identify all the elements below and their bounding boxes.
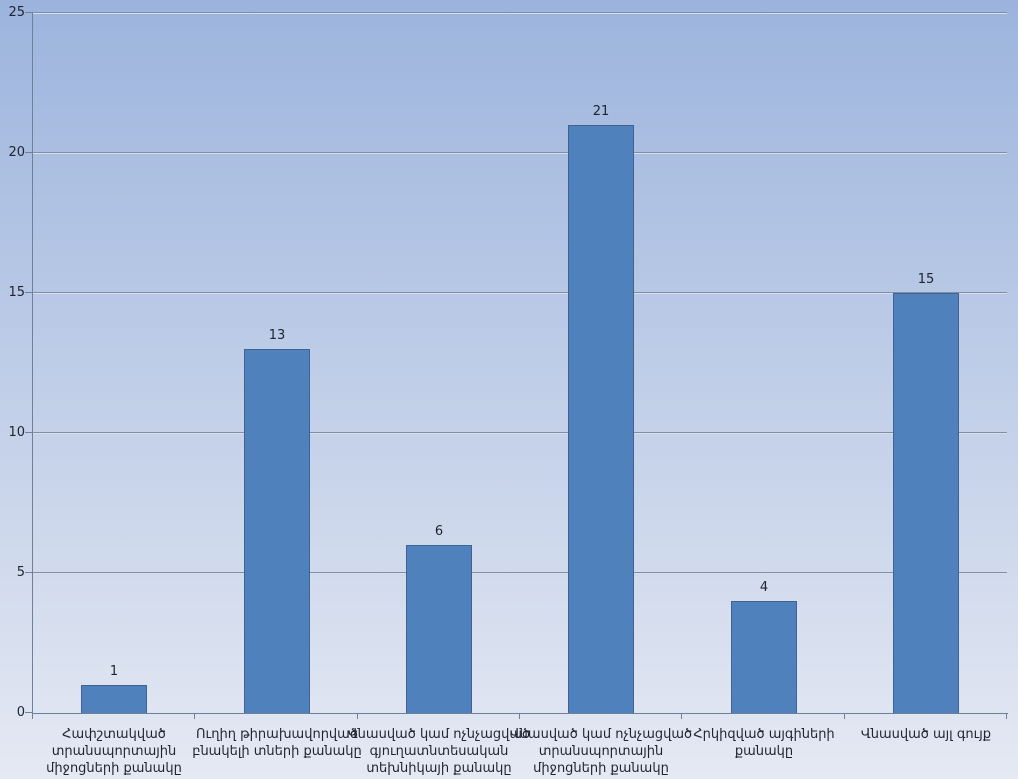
gridline [33, 292, 1007, 293]
x-tick-label: Վնասված կամ ոչնչացված գյուղատնտեսական տեխն… [348, 726, 530, 777]
x-axis-tick [194, 714, 195, 719]
x-axis-line [32, 713, 1008, 714]
y-tick-label: 0 [16, 705, 25, 720]
x-tick-label-line: Վնասված այլ գույք [860, 727, 992, 742]
bar-value-label: 21 [592, 104, 610, 119]
gridline [33, 432, 1007, 433]
x-tick-label: Հրկիզված այգիների քանակը [693, 726, 834, 760]
y-axis-tick [25, 712, 33, 713]
bar [406, 545, 472, 713]
x-axis-tick [519, 714, 520, 719]
y-tick-label: 15 [8, 285, 25, 300]
bar-value-label: 4 [759, 580, 769, 595]
bar [893, 293, 959, 713]
x-tick-label: Վնասված այլ գույք [861, 726, 991, 743]
y-axis-line [32, 13, 33, 714]
y-tick-label: 25 [8, 5, 25, 20]
y-axis-tick [25, 12, 33, 13]
bar-value-label: 15 [917, 272, 935, 287]
bar [81, 685, 147, 713]
y-tick-label: 10 [8, 425, 25, 440]
y-axis-tick [25, 432, 33, 433]
bar [568, 125, 634, 713]
x-tick-label-line: գյուղատնտեսական [369, 744, 509, 759]
x-tick-label-line: Հափշտակված [62, 727, 166, 742]
gridline [33, 152, 1007, 153]
bar-value-label: 6 [434, 524, 444, 539]
x-tick-label-line: քանակը [734, 744, 794, 759]
x-tick-label: Հափշտակված տրանսպորտային միջոցների քանակը [46, 726, 182, 777]
x-tick-label-line: բնակելի տների քանակը [192, 744, 362, 759]
x-tick-label-line: Վնասված կամ ոչնչացված [347, 727, 531, 742]
x-tick-label: Վնասված կամ ոչնչացված տրանսպորտային միջոցն… [510, 726, 692, 777]
x-axis-tick [357, 714, 358, 719]
x-tick-label-line: տրանսպորտային [51, 744, 177, 759]
bar [244, 349, 310, 713]
x-axis-tick [844, 714, 845, 719]
bar-value-label: 13 [268, 328, 286, 343]
x-tick-label: Ուղիղ թիրախավորված բնակելի տների քանակը [192, 726, 362, 760]
gridline [33, 12, 1007, 13]
x-axis-tick [32, 714, 33, 719]
y-axis-tick [25, 572, 33, 573]
y-tick-label: 20 [8, 145, 25, 160]
x-tick-label-line: Վնասված կամ ոչնչացված [509, 727, 693, 742]
y-axis-tick [25, 152, 33, 153]
x-tick-label-line: տրանսպորտային [538, 744, 664, 759]
bar [731, 601, 797, 713]
x-tick-label-line: միջոցների քանակը [533, 761, 669, 776]
x-axis-tick [1006, 714, 1007, 719]
x-axis-tick [681, 714, 682, 719]
x-tick-label-line: Ուղիղ թիրախավորված [196, 727, 358, 742]
y-axis-tick [25, 292, 33, 293]
x-tick-label-line: տեխնիկայի քանակը [366, 761, 512, 776]
x-tick-label-line: միջոցների քանակը [46, 761, 182, 776]
bar-value-label: 1 [109, 664, 119, 679]
x-tick-label-line: Հրկիզված այգիների [693, 727, 835, 742]
gridline [33, 572, 1007, 573]
y-tick-label: 5 [16, 565, 25, 580]
